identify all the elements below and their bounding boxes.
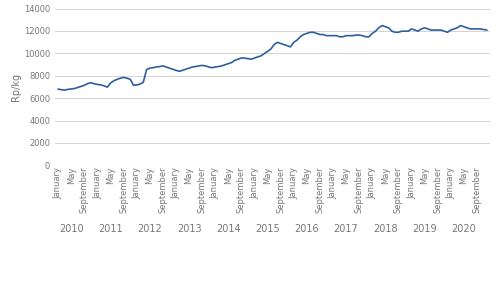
Text: 2017: 2017 [334, 224, 358, 234]
Text: 2010: 2010 [59, 224, 84, 234]
Text: 2014: 2014 [216, 224, 240, 234]
Text: 2019: 2019 [412, 224, 437, 234]
Y-axis label: Rp/kg: Rp/kg [11, 73, 21, 101]
Text: 2015: 2015 [255, 224, 280, 234]
Text: 2018: 2018 [373, 224, 398, 234]
Text: 2020: 2020 [452, 224, 476, 234]
Text: 2016: 2016 [294, 224, 319, 234]
Text: 2011: 2011 [98, 224, 123, 234]
Text: 2012: 2012 [138, 224, 162, 234]
Text: 2013: 2013 [177, 224, 202, 234]
